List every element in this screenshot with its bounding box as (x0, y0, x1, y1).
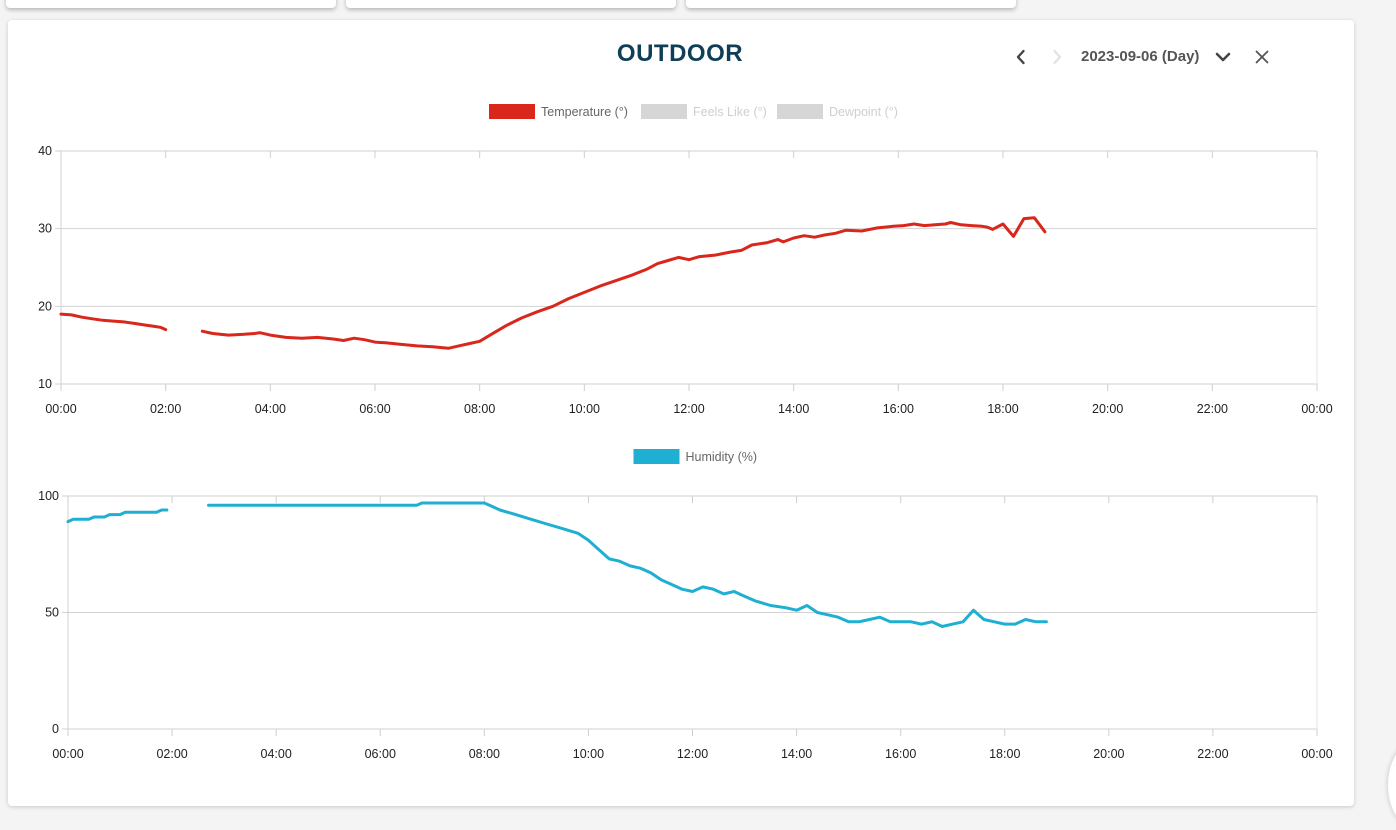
x-tick-label: 10:00 (569, 402, 600, 416)
x-tick-label: 12:00 (673, 402, 704, 416)
page-title: OUTDOOR (616, 40, 744, 67)
background-card-3 (686, 0, 1016, 8)
chevron-left-icon (1016, 49, 1025, 65)
legend-swatch-0-1[interactable] (641, 104, 687, 119)
y-tick-label: 10 (38, 377, 52, 391)
x-tick-label: 04:00 (255, 402, 286, 416)
x-tick-label: 00:00 (52, 747, 83, 761)
background-card-1 (6, 0, 336, 8)
x-tick-label: 16:00 (883, 402, 914, 416)
x-tick-label: 22:00 (1197, 402, 1228, 416)
y-tick-label: 40 (38, 144, 52, 158)
x-tick-label: 16:00 (885, 747, 916, 761)
x-tick-label: 20:00 (1093, 747, 1124, 761)
chevron-down-icon (1215, 52, 1231, 62)
x-tick-label: 00:00 (45, 402, 76, 416)
background-card-2 (346, 0, 676, 8)
legend-swatch-1-0[interactable] (633, 449, 680, 464)
x-tick-label: 06:00 (365, 747, 396, 761)
legend-swatch-0-0[interactable] (489, 104, 535, 119)
legend-label-0-2[interactable]: Dewpoint (°) (829, 105, 898, 119)
x-tick-label: 08:00 (469, 747, 500, 761)
temperature-chart: Temperature (°) Feels Like (°) Dewpoint (°… (38, 104, 1333, 416)
series-line-humidity-segment-1 (207, 501, 1048, 628)
series-line-temperature-segment-1 (200, 216, 1047, 350)
legend-label-0-1[interactable]: Feels Like (°) (693, 105, 767, 119)
series-line-temperature-segment-0 (59, 312, 168, 332)
y-tick-label: 50 (45, 606, 59, 620)
y-tick-label: 20 (38, 299, 52, 313)
floating-action-edge (1388, 740, 1396, 830)
x-tick-label: 00:00 (1301, 402, 1332, 416)
next-day-button[interactable] (1045, 44, 1069, 70)
x-tick-label: 12:00 (677, 747, 708, 761)
y-tick-label: 100 (38, 489, 59, 503)
x-tick-label: 02:00 (156, 747, 187, 761)
legend-swatch-0-2[interactable] (777, 104, 823, 119)
x-tick-label: 22:00 (1197, 747, 1228, 761)
chevron-right-icon (1053, 49, 1062, 65)
x-tick-label: 06:00 (359, 402, 390, 416)
legend-label-1-0[interactable]: Humidity (%) (686, 450, 758, 464)
x-tick-label: 18:00 (987, 402, 1018, 416)
x-tick-label: 18:00 (989, 747, 1020, 761)
legend-label-0-0[interactable]: Temperature (°) (541, 105, 628, 119)
x-tick-label: 00:00 (1301, 747, 1332, 761)
date-range-dropdown[interactable] (1211, 44, 1235, 70)
x-tick-label: 14:00 (781, 747, 812, 761)
prev-day-button[interactable] (1009, 44, 1033, 70)
x-tick-label: 20:00 (1092, 402, 1123, 416)
series-line-humidity-segment-0 (66, 508, 169, 524)
x-tick-label: 14:00 (778, 402, 809, 416)
close-icon (1255, 50, 1269, 64)
x-tick-label: 02:00 (150, 402, 181, 416)
date-range-label[interactable]: 2023-09-06 (Day) (1081, 48, 1200, 65)
x-tick-label: 08:00 (464, 402, 495, 416)
y-tick-label: 0 (52, 722, 59, 736)
x-tick-label: 10:00 (573, 747, 604, 761)
humidity-chart: Humidity (%) 0 50 100 00:00 02:00 04:00 06:00 08… (38, 449, 1333, 761)
close-button[interactable] (1250, 44, 1274, 70)
x-tick-label: 04:00 (261, 747, 292, 761)
y-tick-label: 30 (38, 222, 52, 236)
